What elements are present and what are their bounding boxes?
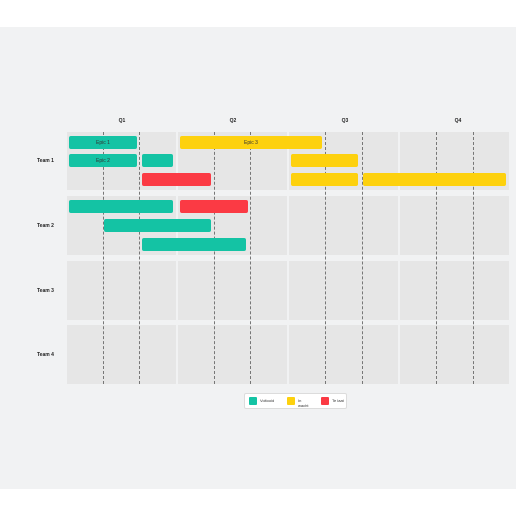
legend-item-done: Voltooid xyxy=(249,397,274,405)
row-label-team-4: Team 4 xyxy=(37,352,54,358)
row-label-team-3: Team 3 xyxy=(37,288,54,294)
legend-label-in-progress: In wacht xyxy=(298,398,309,408)
legend-label-late: Te laat xyxy=(332,398,344,403)
quarter-label-q2: Q2 xyxy=(229,118,237,124)
month-gridline xyxy=(325,132,326,384)
epic-bar[interactable] xyxy=(291,154,358,167)
month-gridline xyxy=(362,132,363,384)
quarter-separator xyxy=(398,132,400,384)
roadmap-canvas xyxy=(0,27,516,489)
month-gridline xyxy=(139,132,140,384)
epic-bar[interactable] xyxy=(104,219,211,232)
quarter-separator xyxy=(176,132,178,384)
epic-bar[interactable] xyxy=(180,200,248,213)
quarter-separator xyxy=(287,132,289,384)
month-gridline xyxy=(214,132,215,384)
legend-label-done: Voltooid xyxy=(260,398,275,403)
epic-bar-epic-1[interactable]: Epic 1 xyxy=(69,136,137,149)
epic-bar[interactable] xyxy=(363,173,506,186)
legend-swatch-late xyxy=(321,397,329,405)
epic-bar[interactable] xyxy=(69,200,173,213)
epic-bar[interactable] xyxy=(142,173,211,186)
legend-swatch-done xyxy=(249,397,257,405)
month-gridline xyxy=(436,132,437,384)
month-gridline xyxy=(473,132,474,384)
row-label-team-2: Team 2 xyxy=(37,223,54,229)
epic-bar[interactable] xyxy=(291,173,358,186)
epic-bar[interactable] xyxy=(142,154,173,167)
legend-item-in-progress: In wacht xyxy=(287,397,312,408)
legend-swatch-in-progress xyxy=(287,397,295,405)
quarter-label-q1: Q1 xyxy=(118,118,126,124)
row-label-team-1: Team 1 xyxy=(37,158,54,164)
epic-bar-epic-3[interactable]: Epic 3 xyxy=(180,136,322,149)
legend-item-late: Te laat xyxy=(321,397,344,405)
legend: Voltooid In wacht Te laat xyxy=(244,393,347,409)
epic-bar-epic-2[interactable]: Epic 2 xyxy=(69,154,137,167)
month-gridline xyxy=(103,132,104,384)
quarter-label-q4: Q4 xyxy=(454,118,462,124)
quarter-label-q3: Q3 xyxy=(341,118,349,124)
month-gridline xyxy=(250,132,251,384)
epic-bar[interactable] xyxy=(142,238,246,251)
